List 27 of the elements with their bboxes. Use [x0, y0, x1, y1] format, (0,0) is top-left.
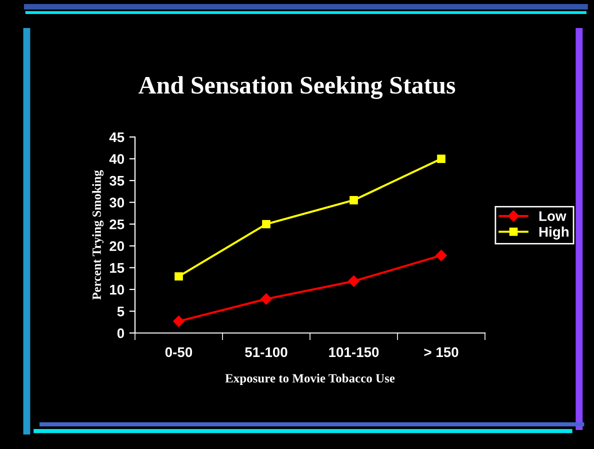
y-tick-label: 45 — [109, 132, 124, 142]
legend-label: High — [539, 226, 568, 240]
x-tick-label: > 150 — [424, 347, 458, 358]
point — [173, 316, 184, 327]
x-axis-title: Exposure to Movie Tobacco Use — [225, 374, 395, 386]
y-tick-label: 15 — [110, 263, 124, 273]
y-tick-label: 40 — [109, 154, 124, 164]
point — [260, 293, 272, 305]
y-tick-label: 0 — [117, 328, 124, 338]
point — [174, 272, 183, 281]
y-tick-label: 20 — [110, 241, 124, 252]
y-tick-label: 5 — [117, 306, 124, 316]
x-tick-label: 101-150 — [329, 347, 379, 358]
legend-label: Low — [539, 211, 566, 222]
y-tick-label: 25 — [110, 219, 124, 230]
point — [437, 154, 446, 163]
y-tick-label: 30 — [109, 198, 124, 208]
point — [348, 276, 360, 287]
point — [262, 220, 270, 228]
y-axis-title: Percent Trying Smoking — [92, 170, 104, 300]
x-tick-label: 51-100 — [245, 347, 288, 358]
y-tick-label: 10 — [110, 284, 124, 295]
point — [350, 196, 358, 204]
chart-title: And Sensation Seeking Status — [138, 76, 456, 99]
y-tick-label: 35 — [109, 176, 124, 186]
point — [436, 250, 447, 262]
x-tick-label: 0-50 — [165, 347, 192, 358]
